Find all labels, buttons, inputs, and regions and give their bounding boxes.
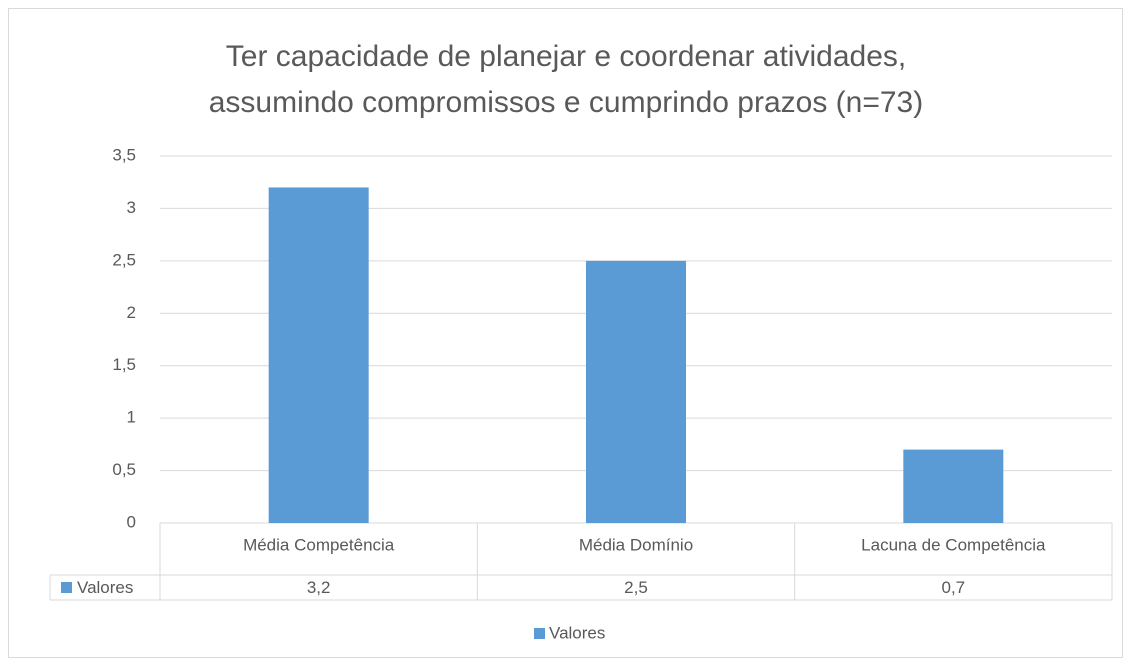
y-tick-label: 0,5 bbox=[112, 460, 136, 479]
y-tick-label: 3 bbox=[127, 198, 136, 217]
y-tick-label: 2 bbox=[127, 303, 136, 322]
x-tick-label: Lacuna de Competência bbox=[861, 535, 1046, 554]
bar bbox=[586, 260, 686, 523]
y-tick-label: 1 bbox=[127, 408, 136, 427]
table-series-name: Valores bbox=[77, 578, 133, 597]
bar bbox=[903, 449, 1004, 523]
table-value: 2,5 bbox=[624, 578, 648, 597]
bar bbox=[268, 187, 369, 523]
legend-key bbox=[534, 628, 545, 639]
y-tick-label: 1,5 bbox=[112, 355, 136, 374]
table-value: 0,7 bbox=[942, 578, 966, 597]
y-tick-label: 2,5 bbox=[112, 250, 136, 269]
table-value: 3,2 bbox=[307, 578, 331, 597]
chart-border bbox=[8, 8, 1123, 658]
y-tick-label: 3,5 bbox=[112, 145, 136, 164]
x-tick-label: Média Competência bbox=[243, 535, 395, 554]
chart-title: Ter capacidade de planejar e coordenar a… bbox=[226, 40, 906, 73]
y-tick-label: 0 bbox=[127, 512, 136, 531]
x-tick-label: Média Domínio bbox=[579, 535, 693, 554]
chart-title: assumindo compromissos e cumprindo prazo… bbox=[209, 86, 923, 119]
legend-label: Valores bbox=[549, 623, 605, 642]
table-legend-key bbox=[61, 582, 72, 593]
